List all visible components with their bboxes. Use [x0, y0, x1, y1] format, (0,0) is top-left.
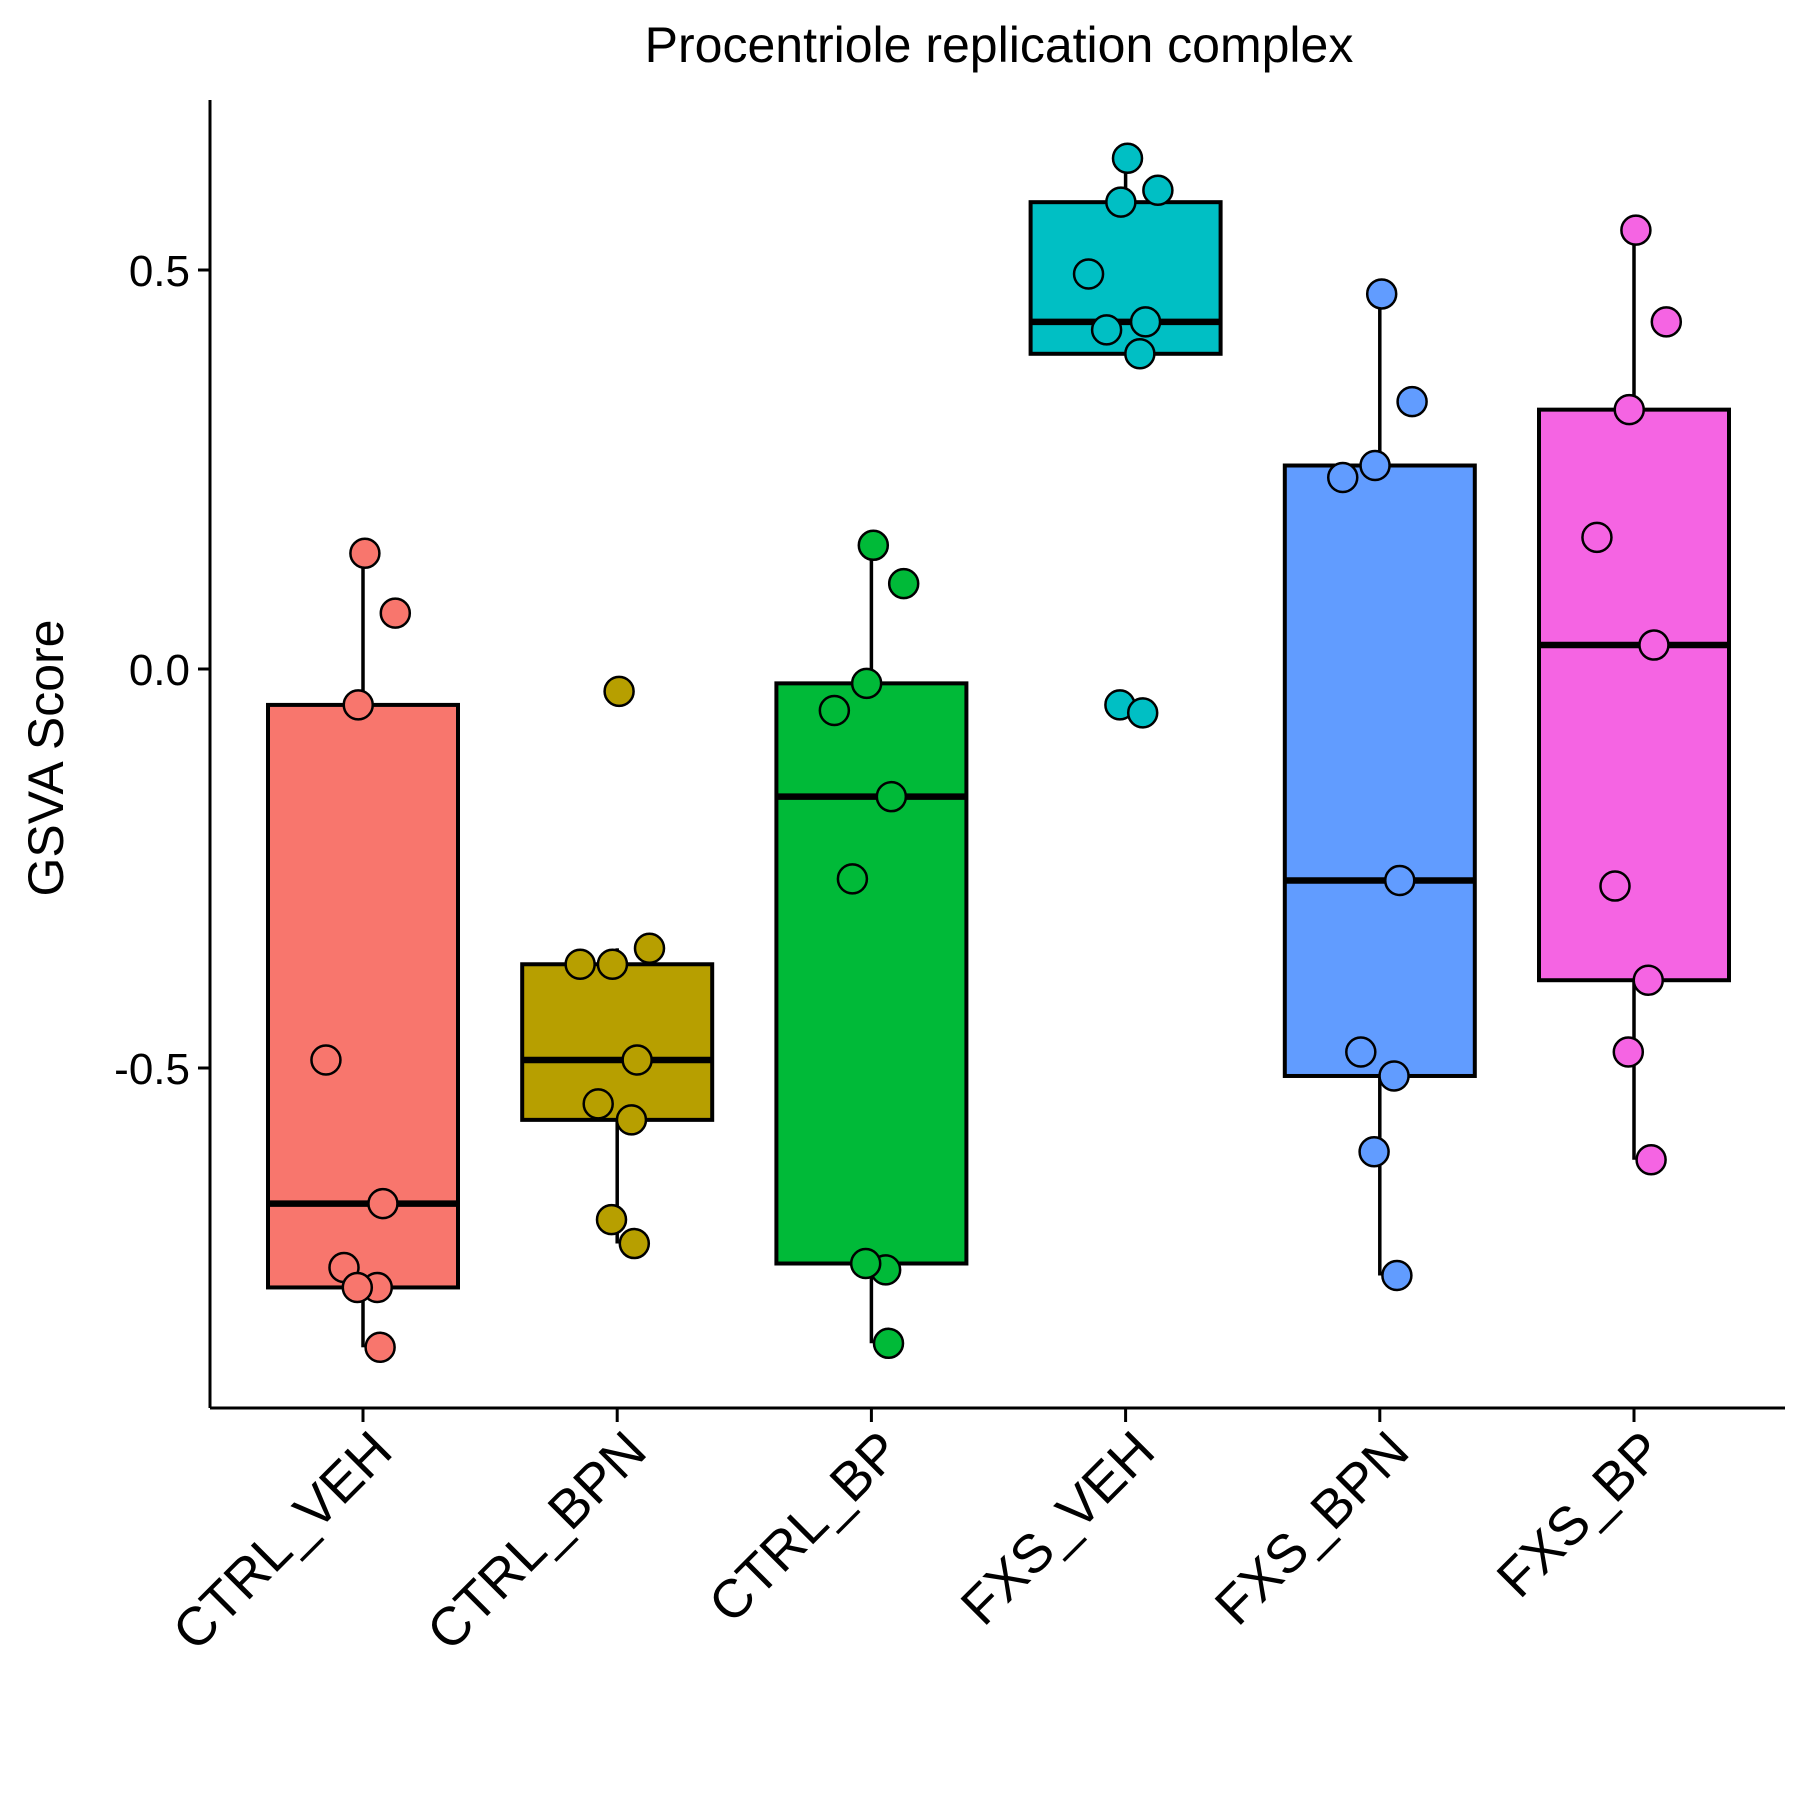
x-tick-label: FXS_VEH — [950, 1420, 1166, 1636]
data-point — [1378, 1060, 1410, 1092]
plot-area — [266, 142, 1731, 1364]
data-point — [875, 780, 908, 813]
box-group-fxs-veh — [1028, 142, 1223, 729]
x-tick-label: CTRL_BP — [698, 1420, 912, 1634]
box — [1282, 463, 1477, 1078]
data-point — [564, 948, 596, 981]
data-point — [1358, 1136, 1390, 1168]
data-point — [379, 597, 412, 629]
data-point — [341, 1271, 374, 1304]
data-point — [1345, 1036, 1377, 1068]
data-point — [582, 1088, 614, 1120]
box — [1537, 407, 1731, 983]
chart-title: Procentriole replication complex — [645, 17, 1354, 73]
data-point — [1638, 629, 1670, 661]
data-point — [615, 1104, 648, 1136]
y-tick-label: 0.5 — [129, 247, 190, 296]
data-point — [1581, 521, 1613, 554]
data-point — [1124, 338, 1156, 370]
data-point — [367, 1187, 399, 1220]
data-point — [1072, 258, 1105, 290]
data-point — [1632, 964, 1664, 996]
data-point — [1105, 186, 1137, 218]
y-axis-label: GSVA Score — [18, 620, 74, 897]
box-group-ctrl-veh — [266, 537, 460, 1364]
data-point — [1129, 306, 1162, 338]
box — [520, 962, 715, 1122]
data-point — [1613, 393, 1645, 426]
data-point — [1396, 385, 1428, 418]
box-group-fxs-bpn — [1282, 278, 1477, 1292]
data-point — [349, 537, 381, 570]
data-point — [818, 694, 851, 727]
data-point — [1090, 314, 1123, 346]
y-tick-label: -0.5 — [114, 1045, 190, 1094]
data-point — [1126, 697, 1159, 729]
data-point — [603, 675, 635, 708]
box — [774, 681, 969, 1266]
data-point — [633, 932, 666, 965]
data-point — [1635, 1144, 1667, 1176]
x-tick-label: CTRL_VEH — [162, 1420, 404, 1662]
x-tick-label: FXS_BP — [1486, 1420, 1675, 1609]
x-tick-label: CTRL_BPN — [416, 1420, 658, 1662]
box — [1028, 200, 1223, 356]
data-point — [310, 1044, 342, 1076]
data-point — [1620, 214, 1652, 246]
data-point — [849, 1247, 882, 1280]
data-point — [850, 667, 883, 700]
box-group-fxs-bp — [1537, 214, 1731, 1176]
data-point — [872, 1327, 905, 1360]
box — [266, 702, 460, 1290]
y-tick-label: 0.0 — [129, 646, 190, 695]
data-point — [1365, 278, 1398, 310]
data-point — [1111, 142, 1144, 175]
data-point — [857, 529, 890, 562]
data-point — [1381, 1259, 1413, 1292]
data-point — [836, 863, 869, 895]
data-point — [1384, 864, 1416, 897]
box-group-ctrl-bpn — [520, 675, 715, 1260]
data-point — [1612, 1036, 1645, 1068]
data-point — [1359, 449, 1391, 482]
data-point — [1599, 870, 1631, 902]
data-point — [1327, 461, 1359, 494]
data-point — [364, 1331, 396, 1364]
box-group-ctrl-bp — [774, 529, 969, 1360]
data-point — [887, 567, 920, 600]
data-point — [621, 1044, 653, 1076]
data-point — [595, 1203, 628, 1236]
data-point — [1650, 306, 1683, 338]
data-point — [618, 1227, 651, 1260]
data-point — [596, 948, 629, 981]
x-tick-label: FXS_BPN — [1204, 1420, 1420, 1636]
data-point — [1142, 174, 1174, 206]
data-point — [342, 689, 374, 721]
